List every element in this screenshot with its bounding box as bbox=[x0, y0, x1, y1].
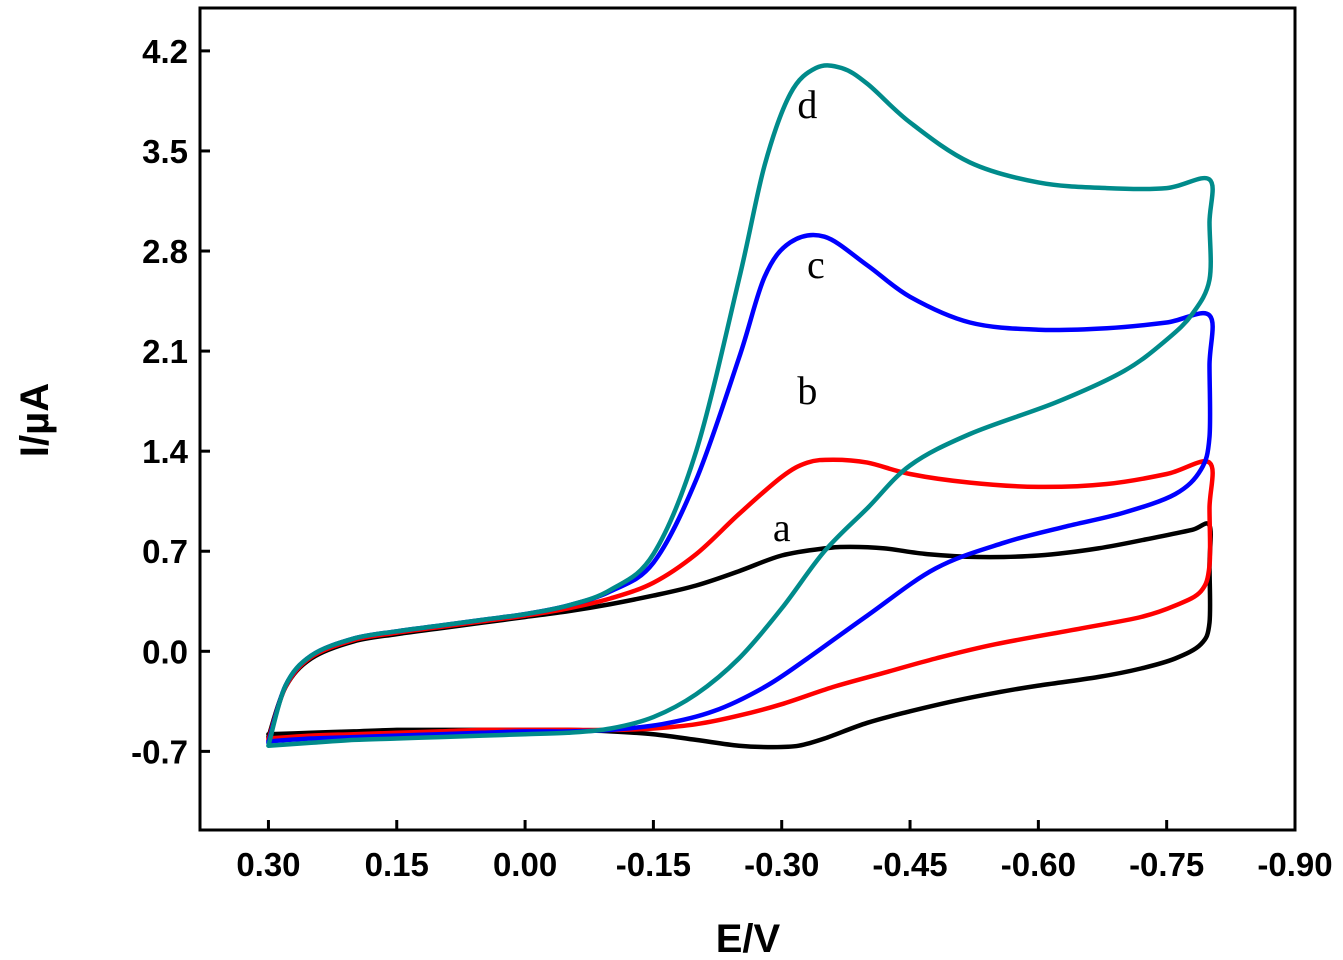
curve-label-c: c bbox=[807, 242, 825, 287]
curve-label-d: d bbox=[797, 82, 817, 127]
y-tick-label: 0.7 bbox=[142, 533, 188, 570]
y-tick-label: 2.1 bbox=[142, 333, 188, 370]
series-line-d bbox=[266, 63, 1215, 748]
x-tick-label: -0.45 bbox=[872, 846, 947, 883]
y-tick-label: -0.7 bbox=[131, 733, 188, 770]
x-tick-label: -0.90 bbox=[1257, 846, 1332, 883]
curve-labels: a b c d bbox=[773, 82, 825, 550]
y-axis: 4.2 3.5 2.8 2.1 1.4 0.7 0.0 -0.7 bbox=[131, 33, 210, 770]
series-line-c bbox=[266, 232, 1215, 746]
x-tick-label: -0.30 bbox=[744, 846, 819, 883]
x-tick-label: -0.60 bbox=[1001, 846, 1076, 883]
x-tick-label: -0.75 bbox=[1129, 846, 1204, 883]
curve-label-a: a bbox=[773, 505, 791, 550]
curve-label-b: b bbox=[797, 368, 817, 413]
x-tick-label: 0.15 bbox=[365, 846, 429, 883]
x-tick-label: 0.30 bbox=[236, 846, 300, 883]
y-tick-label: 4.2 bbox=[142, 33, 188, 70]
y-axis-title: I/µA bbox=[13, 383, 57, 457]
x-axis: 0.30 0.15 0.00 -0.15 -0.30 -0.45 -0.60 -0.75 -0.… bbox=[236, 820, 1333, 883]
y-tick-label: 1.4 bbox=[142, 433, 189, 470]
x-tick-label: -0.15 bbox=[616, 846, 691, 883]
x-tick-label: 0.00 bbox=[493, 846, 557, 883]
y-tick-label: 0.0 bbox=[142, 633, 188, 670]
series-layer bbox=[266, 63, 1215, 750]
plot-frame bbox=[198, 6, 1297, 832]
y-tick-label: 3.5 bbox=[142, 133, 188, 170]
y-tick-label: 2.8 bbox=[142, 233, 188, 270]
x-axis-title: E/V bbox=[716, 917, 781, 960]
